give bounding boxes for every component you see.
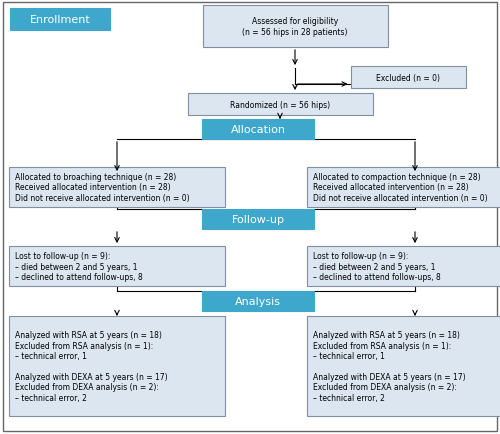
FancyBboxPatch shape (202, 291, 314, 311)
Text: Allocated to compaction technique (n = 28)
Received allocated intervention (n = : Allocated to compaction technique (n = 2… (313, 173, 488, 202)
FancyBboxPatch shape (10, 9, 110, 31)
Text: Allocated to broaching technique (n = 28)
Received allocated intervention (n = 2: Allocated to broaching technique (n = 28… (15, 173, 190, 202)
Text: Analyzed with RSA at 5 years (n = 18)
Excluded from RSA analysis (n = 1):
– tech: Analyzed with RSA at 5 years (n = 18) Ex… (15, 331, 168, 402)
Text: Analyzed with RSA at 5 years (n = 18)
Excluded from RSA analysis (n = 1):
– tech: Analyzed with RSA at 5 years (n = 18) Ex… (313, 331, 466, 402)
FancyBboxPatch shape (307, 247, 500, 286)
FancyBboxPatch shape (9, 168, 225, 207)
Text: Assessed for eligibility
(n = 56 hips in 28 patients): Assessed for eligibility (n = 56 hips in… (242, 17, 348, 36)
Text: Analysis: Analysis (235, 296, 281, 306)
FancyBboxPatch shape (307, 316, 500, 416)
FancyBboxPatch shape (9, 247, 225, 286)
FancyBboxPatch shape (202, 6, 388, 48)
Text: Lost to follow-up (n = 9):
– died between 2 and 5 years, 1
– declined to attend : Lost to follow-up (n = 9): – died betwee… (313, 252, 441, 281)
Text: Excluded (n = 0): Excluded (n = 0) (376, 73, 440, 82)
FancyBboxPatch shape (9, 316, 225, 416)
FancyBboxPatch shape (350, 67, 466, 89)
FancyBboxPatch shape (307, 168, 500, 207)
FancyBboxPatch shape (202, 120, 314, 140)
Text: Follow-up: Follow-up (232, 214, 284, 224)
FancyBboxPatch shape (202, 210, 314, 230)
Text: Lost to follow-up (n = 9):
– died between 2 and 5 years, 1
– declined to attend : Lost to follow-up (n = 9): – died betwee… (15, 252, 143, 281)
Text: Enrollment: Enrollment (30, 15, 90, 25)
Text: Allocation: Allocation (230, 125, 285, 135)
FancyBboxPatch shape (188, 94, 372, 116)
Text: Randomized (n = 56 hips): Randomized (n = 56 hips) (230, 100, 330, 109)
